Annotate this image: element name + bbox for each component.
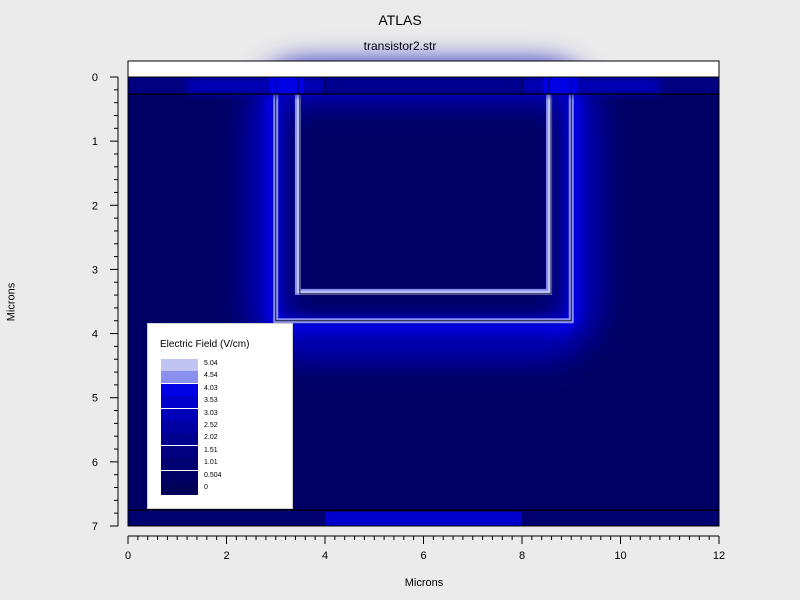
y-tick-label: 3 [92, 264, 98, 276]
y-tick-label: 2 [92, 200, 98, 212]
x-tick-label: 4 [322, 550, 328, 562]
legend-value: 0 [204, 484, 208, 491]
y-tick-label: 1 [92, 136, 98, 148]
y-tick-label: 6 [92, 457, 98, 469]
legend-title: Electric Field (V/cm) [160, 339, 250, 350]
legend: Electric Field (V/cm) 5.04 4.54 4.03 3.53 3.… [147, 323, 293, 509]
x-axis-label: Microns [404, 577, 444, 589]
x-tick-label: 6 [420, 550, 426, 562]
legend-swatch [161, 359, 198, 371]
y-tick-label: 4 [92, 329, 98, 341]
legend-swatch [161, 383, 198, 396]
legend-value: 2.52 [204, 422, 218, 429]
gate-region [324, 76, 523, 95]
bottom-contact [325, 511, 522, 526]
trench-inner-peak [296, 86, 551, 293]
legend-value: 1.51 [204, 446, 218, 454]
legend-swatch [161, 408, 198, 421]
surface-oxide [127, 60, 720, 78]
field-map [127, 60, 720, 526]
x-tick-label: 0 [125, 550, 131, 562]
y-tick-label: 5 [92, 393, 98, 405]
plot-frame [127, 60, 720, 527]
x-tick-label: 12 [713, 550, 725, 562]
x-tick-label: 8 [519, 550, 525, 562]
trench-outer-boundary [275, 86, 572, 322]
legend-swatch [161, 433, 198, 446]
legend-swatch [161, 371, 198, 384]
y-tick-label: 0 [92, 72, 98, 84]
legend-swatch [161, 445, 198, 458]
surface-contact-1 [269, 77, 304, 94]
legend-swatch [161, 483, 198, 495]
legend-swatch [161, 421, 198, 433]
legend-swatch [161, 458, 198, 471]
y-tick-label: 7 [92, 521, 98, 533]
legend-swatch [161, 470, 198, 483]
legend-value: 1.01 [204, 459, 218, 467]
legend-swatch [161, 396, 198, 409]
chart-title: ATLAS [378, 12, 422, 28]
chart-subtitle: transistor2.str [363, 39, 437, 53]
x-tick-label: 10 [614, 550, 626, 562]
legend-value: 3.03 [204, 409, 218, 417]
trench-inner-boundary [299, 88, 552, 295]
legend-value: 5.04 [204, 360, 218, 367]
legend-value: 4.03 [204, 384, 218, 392]
legend-value: 0.504 [204, 471, 222, 479]
x-tick-label: 2 [223, 550, 229, 562]
legend-value: 2.02 [204, 434, 218, 442]
surface-contact-2 [543, 77, 578, 94]
legend-value: 3.53 [204, 397, 218, 405]
legend-value: 4.54 [204, 372, 218, 380]
